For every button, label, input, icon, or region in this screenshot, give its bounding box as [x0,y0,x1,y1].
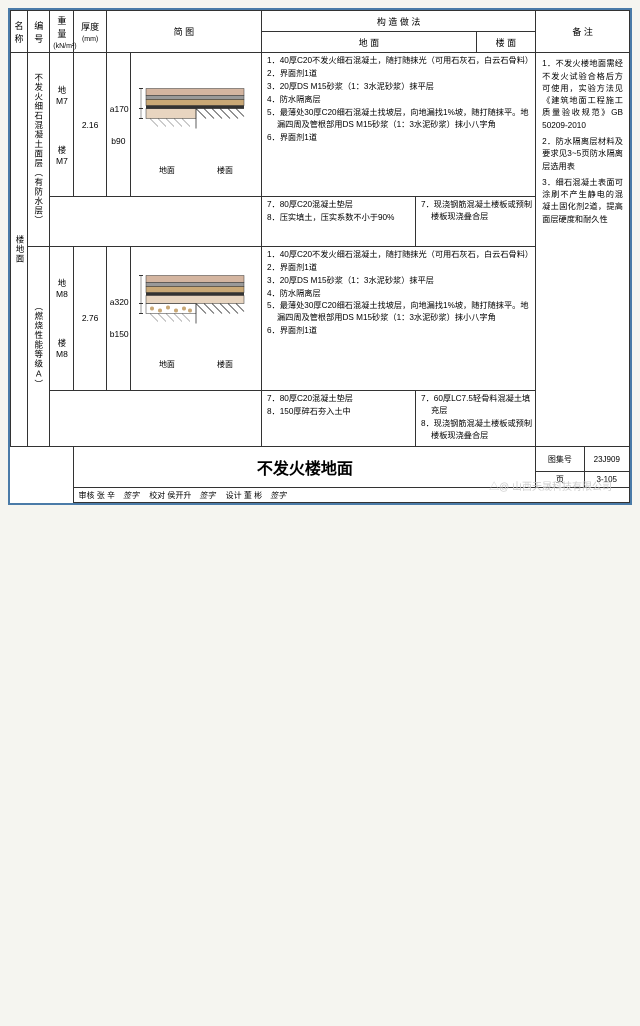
section-diagram-1 [138,73,253,163]
r2-ground-list: 1．40厚C20不发火细石混凝土，随打随抹光（可用石灰石，白云石骨料）2．界面剂… [265,249,532,337]
remarks-cell: 1．不发火楼地面需经不发火试验合格后方可使用，实验方法见《建筑地面工程施工质量验… [536,53,630,447]
set-label: 图集号 [536,447,584,472]
signature-row: 审核 张 辛 签字 校对 侯开升 签字 设计 董 彬 签字 [74,488,630,503]
r1-method-top: 1．40厚C20不发火细石混凝土，随打随抹光（可用石灰石，白云石骨料）2．界面剂… [261,53,535,197]
h-code: 编号 [28,11,50,53]
h-ground: 地 面 [261,32,476,53]
r1-thick: a170b90 [106,53,130,197]
h-diagram: 简 图 [106,11,261,53]
h-floor: 楼 面 [476,32,535,53]
r2-weight: 2.76 [74,246,106,390]
page-no: 3-105 [584,472,629,488]
page-label: 页 [536,472,584,488]
h-thick: 厚度(mm) [74,11,106,53]
h-weight: 重量(kN/m²) [50,11,74,53]
set-no: 23J909 [584,447,629,472]
r1-weight: 2.16 [74,53,106,197]
r2-thick: a320b150 [106,246,130,390]
r2-code: 地M8楼M8 [50,246,74,390]
row1-name: 不发火细石混凝土面层（有防水层） [28,53,50,247]
h-method: 构 造 做 法 [261,11,535,32]
r1-code: 地M7楼M7 [50,53,74,197]
left-category: 楼地面 [11,53,28,447]
footer-title: 不发火楼地面 [74,447,536,488]
r1-ground-list: 1．40厚C20不发火细石混凝土，随打随抹光（可用石灰石，白云石骨料）2．界面剂… [265,55,532,143]
r1-diagram: 地面楼面 [130,53,261,197]
drawing-frame: 名称 编号 重量(kN/m²) 厚度(mm) 简 图 构 造 做 法 备 注 地… [8,8,632,505]
main-table: 名称 编号 重量(kN/m²) 厚度(mm) 简 图 构 造 做 法 备 注 地… [10,10,630,503]
r2-method-bottom: 7．80厚C20混凝土垫层8．150厚碎石夯入土中7．60厚LC7.5轻骨料混凝… [261,391,535,447]
row2-name: （燃烧性能等级A） [28,246,50,446]
r1-method-bottom: 7．80厚C20混凝土垫层8．压实填土，压实系数不小于90%7．现浇钢筋混凝土楼… [261,197,535,246]
h-name: 名称 [11,11,28,53]
section-diagram-2 [138,267,253,357]
r2-diagram: 地面楼面 [130,246,261,390]
h-remark: 备 注 [536,11,630,53]
r2-method-top: 1．40厚C20不发火细石混凝土，随打随抹光（可用石灰石，白云石骨料）2．界面剂… [261,246,535,390]
